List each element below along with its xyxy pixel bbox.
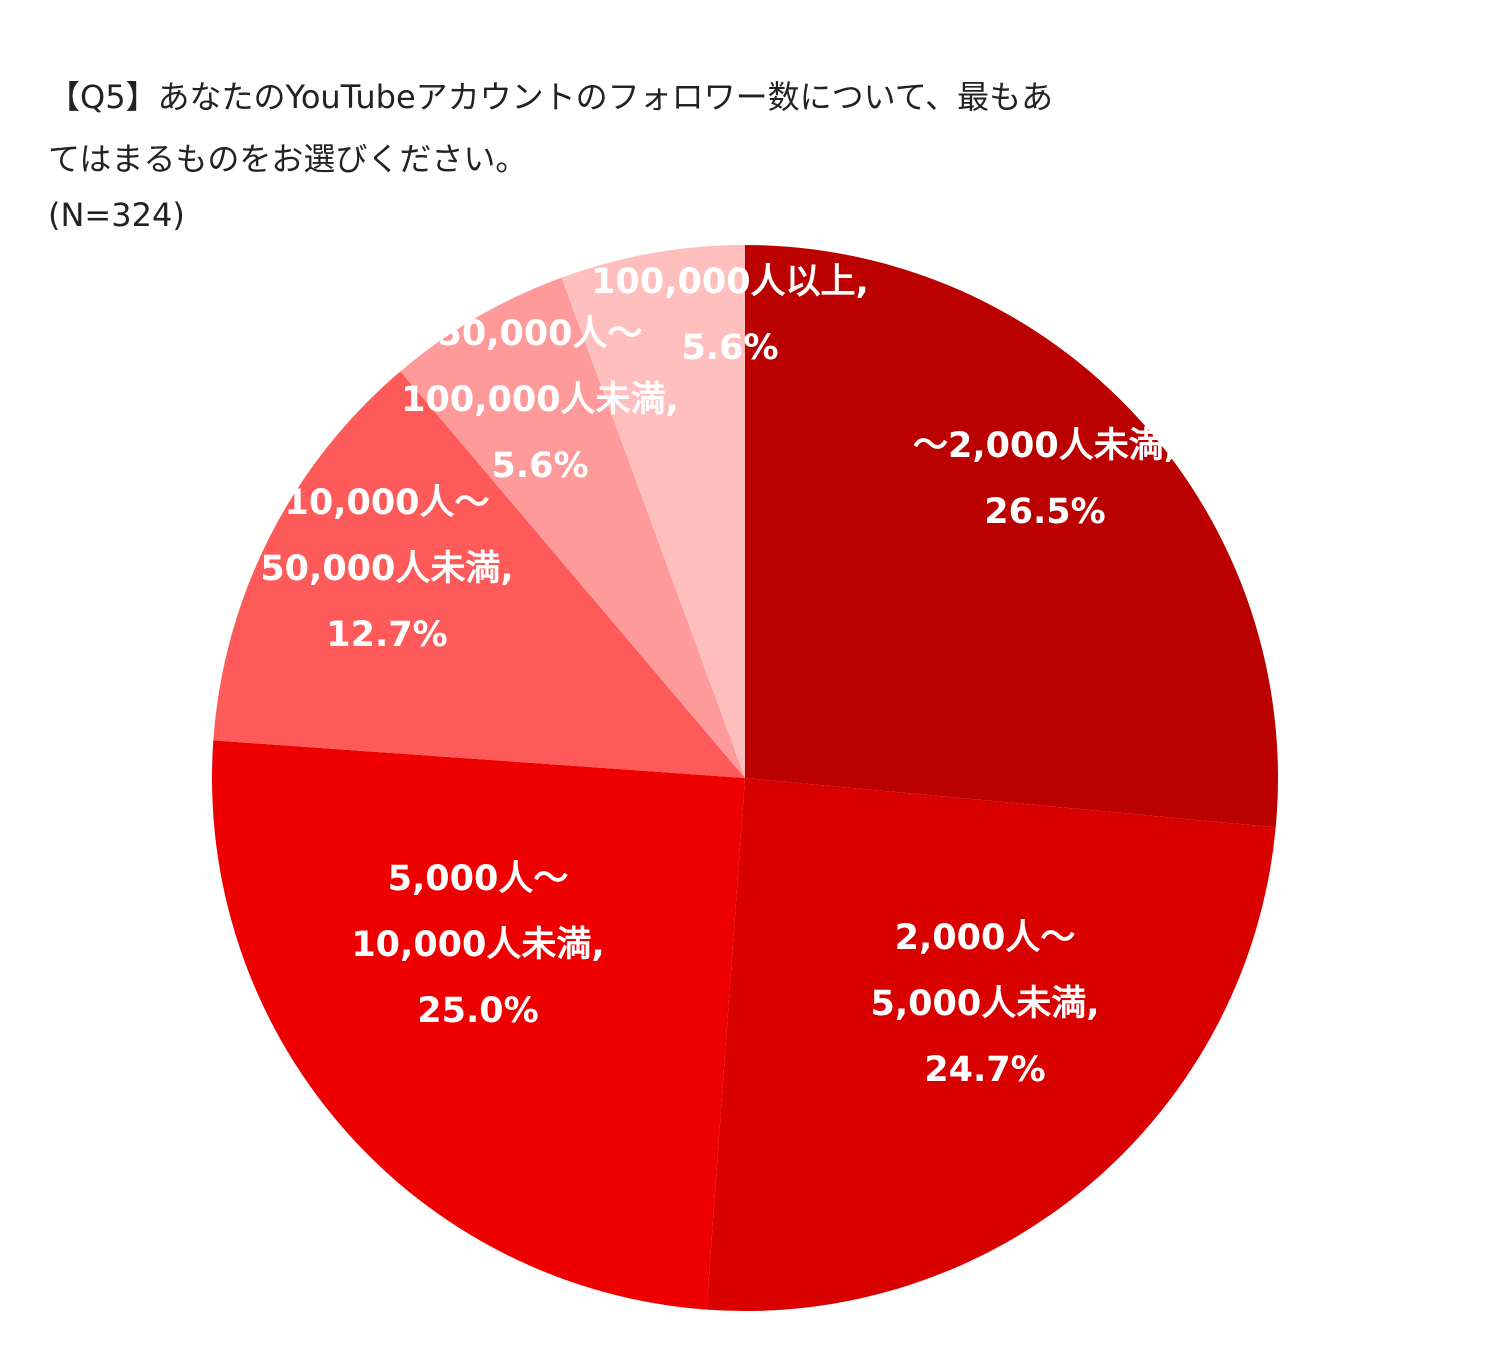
slice-label-2: 2,000人～ 5,000人未満, 24.7% <box>870 918 1099 1090</box>
slice-label-3-line-3: 25.0% <box>417 991 538 1031</box>
slice-label-3-line-1: 5,000人～ <box>388 859 569 899</box>
pie-slice-5 <box>400 277 745 778</box>
slice-label-6-line-1: 100,000人以上, <box>591 262 869 302</box>
slice-label-2-line-1: 2,000人～ <box>895 918 1076 958</box>
slice-label-2-line-2: 5,000人未満, <box>870 984 1099 1024</box>
slice-label-4: 10,000人～ 50,000人未満, 12.7% <box>260 483 513 655</box>
slice-label-1: ～2,000人未満, 26.5% <box>913 426 1177 532</box>
chart-sample-size: (N=324) <box>48 196 185 234</box>
pie-slice-6 <box>561 245 745 778</box>
slice-label-4-line-1: 10,000人～ <box>284 483 489 523</box>
slice-label-1-line-1: ～2,000人未満, <box>913 426 1177 466</box>
slice-label-4-line-2: 50,000人未満, <box>260 549 513 589</box>
slice-label-5-line-2: 100,000人未満, <box>401 380 679 420</box>
slice-label-5-line-1: 50,000人～ <box>437 314 642 354</box>
slice-label-3-line-2: 10,000人未満, <box>351 925 604 965</box>
slice-label-6: 100,000人以上, 5.6% <box>591 262 869 368</box>
slice-label-6-line-2: 5.6% <box>681 328 778 368</box>
slice-label-1-line-2: 26.5% <box>984 492 1105 532</box>
pie-slice-1 <box>745 245 1279 828</box>
pie-slice-3 <box>211 740 745 1310</box>
pie-slice-2 <box>706 778 1276 1311</box>
pie-labels: ～2,000人未満, 26.5% 2,000人～ 5,000人未満, 24.7% 5,00… <box>260 262 1177 1090</box>
pie-slices <box>211 245 1279 1311</box>
chart-title-line-2: てはまるものをお選びください。 <box>48 140 528 178</box>
slice-label-3: 5,000人～ 10,000人未満, 25.0% <box>351 859 604 1031</box>
chart-title-line-1: 【Q5】あなたのYouTubeアカウントのフォロワー数について、最もあ <box>48 78 1054 116</box>
slice-label-5: 50,000人～ 100,000人未満, 5.6% <box>401 314 679 486</box>
pie-slice-4 <box>213 371 745 778</box>
slice-label-4-line-3: 12.7% <box>326 615 447 655</box>
slice-label-5-line-3: 5.6% <box>491 446 588 486</box>
slice-label-2-line-3: 24.7% <box>924 1050 1045 1090</box>
